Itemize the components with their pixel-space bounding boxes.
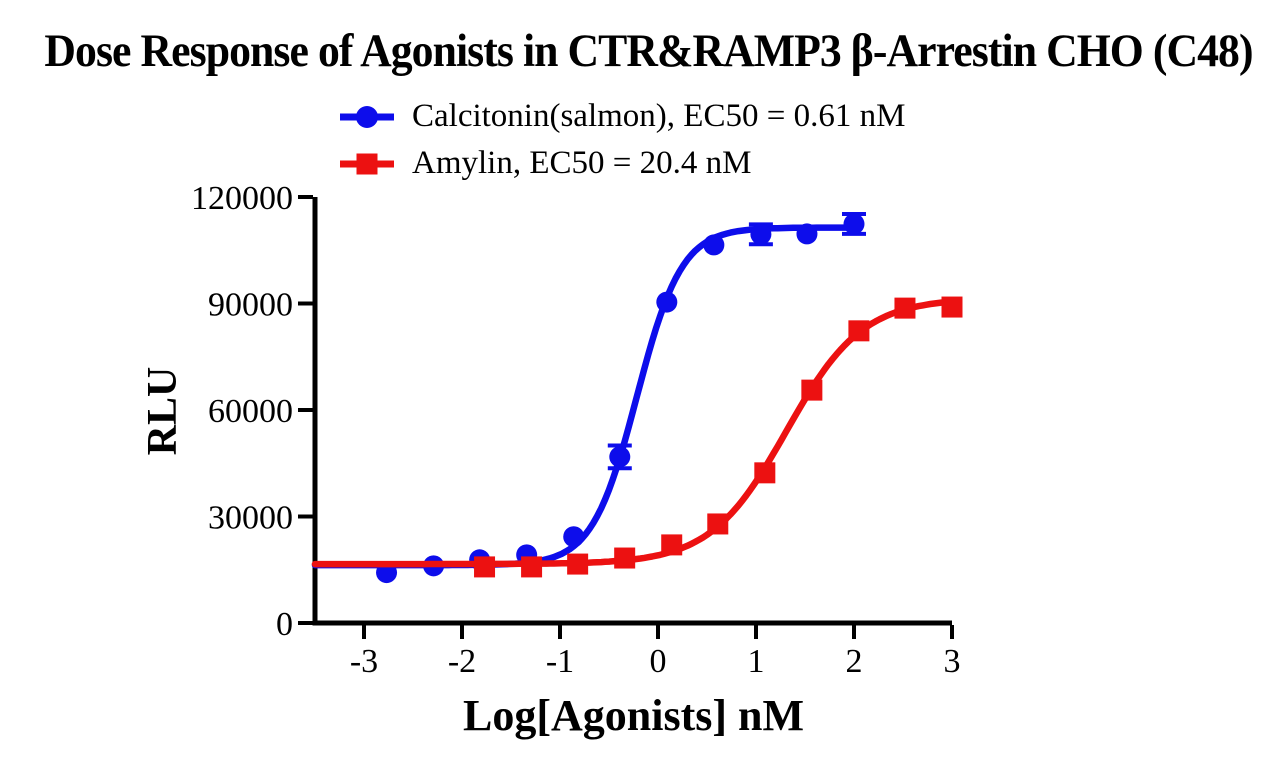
data-point-amylin <box>941 296 963 318</box>
legend-label-calcitonin: Calcitonin(salmon), EC50 = 0.61 nM <box>412 98 906 134</box>
legend: Calcitonin(salmon), EC50 = 0.61 nM Amyli… <box>338 96 905 190</box>
y-tick-label: 90000 <box>208 287 293 324</box>
data-point-amylin <box>614 547 636 569</box>
y-tick-label: 30000 <box>208 500 293 537</box>
legend-circle-marker-icon <box>340 105 394 128</box>
data-point-amylin <box>707 513 729 535</box>
x-tick-label: 0 <box>650 643 667 680</box>
fit-curve-calcitonin-salmon <box>311 224 856 569</box>
data-point-amylin <box>894 297 916 319</box>
data-point-amylin <box>474 556 496 578</box>
data-point-amylin <box>801 379 823 401</box>
legend-square-marker-icon <box>340 153 394 174</box>
y-tick-label: 120000 <box>191 180 293 217</box>
data-point-calcitonin-salmon <box>750 223 772 245</box>
legend-item-calcitonin: Calcitonin(salmon), EC50 = 0.61 nM <box>338 96 905 137</box>
x-tick-label: 2 <box>846 643 863 680</box>
chart-title: Dose Response of Agonists in CTR&RAMP3 β… <box>44 25 1253 77</box>
data-point-calcitonin-salmon <box>563 526 585 548</box>
data-point-amylin <box>754 462 776 484</box>
data-point-calcitonin-salmon <box>609 446 631 468</box>
x-tick-label: -1 <box>546 643 574 680</box>
data-point-amylin <box>848 320 870 342</box>
x-tick-label: 3 <box>944 643 961 680</box>
data-point-amylin <box>567 553 589 575</box>
x-tick-label: 1 <box>748 643 765 680</box>
x-axis-title: Log[Agonists] nM <box>462 691 805 740</box>
x-tick-label: -3 <box>350 643 378 680</box>
legend-label-amylin: Amylin, EC50 = 20.4 nM <box>412 145 752 181</box>
data-point-amylin <box>521 556 543 578</box>
data-point-calcitonin-salmon <box>796 223 818 245</box>
data-point-calcitonin-salmon <box>703 234 725 256</box>
data-point-calcitonin-salmon <box>843 213 865 235</box>
y-tick-label: 60000 <box>208 393 293 430</box>
x-tick-label: -2 <box>448 643 476 680</box>
data-point-amylin <box>661 534 683 556</box>
legend-item-amylin: Amylin, EC50 = 20.4 nM <box>338 143 905 184</box>
y-tick-label: 0 <box>276 606 293 643</box>
data-point-calcitonin-salmon <box>656 291 678 313</box>
